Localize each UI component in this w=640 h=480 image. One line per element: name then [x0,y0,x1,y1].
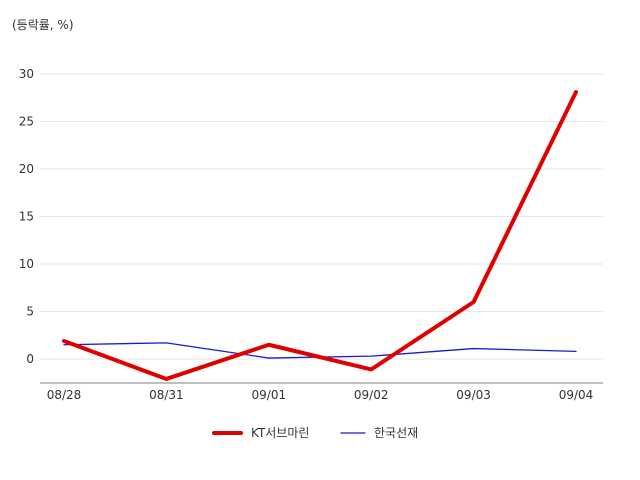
y-tick-label: 25 [19,115,34,129]
legend: KT서브마린 한국선재 [212,426,418,440]
y-axis-unit-label: (등락률, %) [12,18,74,32]
legend-label: KT서브마린 [251,426,309,440]
x-tick-label: 08/28 [47,388,82,402]
series-line-1 [62,90,578,381]
x-axis-ticks: 08/28 08/31 09/01 09/02 09/03 09/04 [47,388,594,402]
x-tick-label: 09/03 [456,388,491,402]
x-tick-label: 08/31 [149,388,184,402]
x-tick-label: 09/04 [559,388,594,402]
series-lines [62,90,578,381]
y-tick-label: 0 [26,352,34,366]
y-tick-label: 30 [19,67,34,81]
gridlines [40,73,603,360]
legend-label: 한국선재 [374,426,418,440]
y-axis-ticks: 0 5 10 15 20 25 30 [19,67,34,366]
x-tick-label: 09/02 [354,388,389,402]
x-tick-label: 09/01 [252,388,287,402]
y-tick-label: 10 [19,257,34,271]
y-tick-label: 15 [19,210,34,224]
y-tick-label: 5 [26,305,34,319]
y-tick-label: 20 [19,162,34,176]
